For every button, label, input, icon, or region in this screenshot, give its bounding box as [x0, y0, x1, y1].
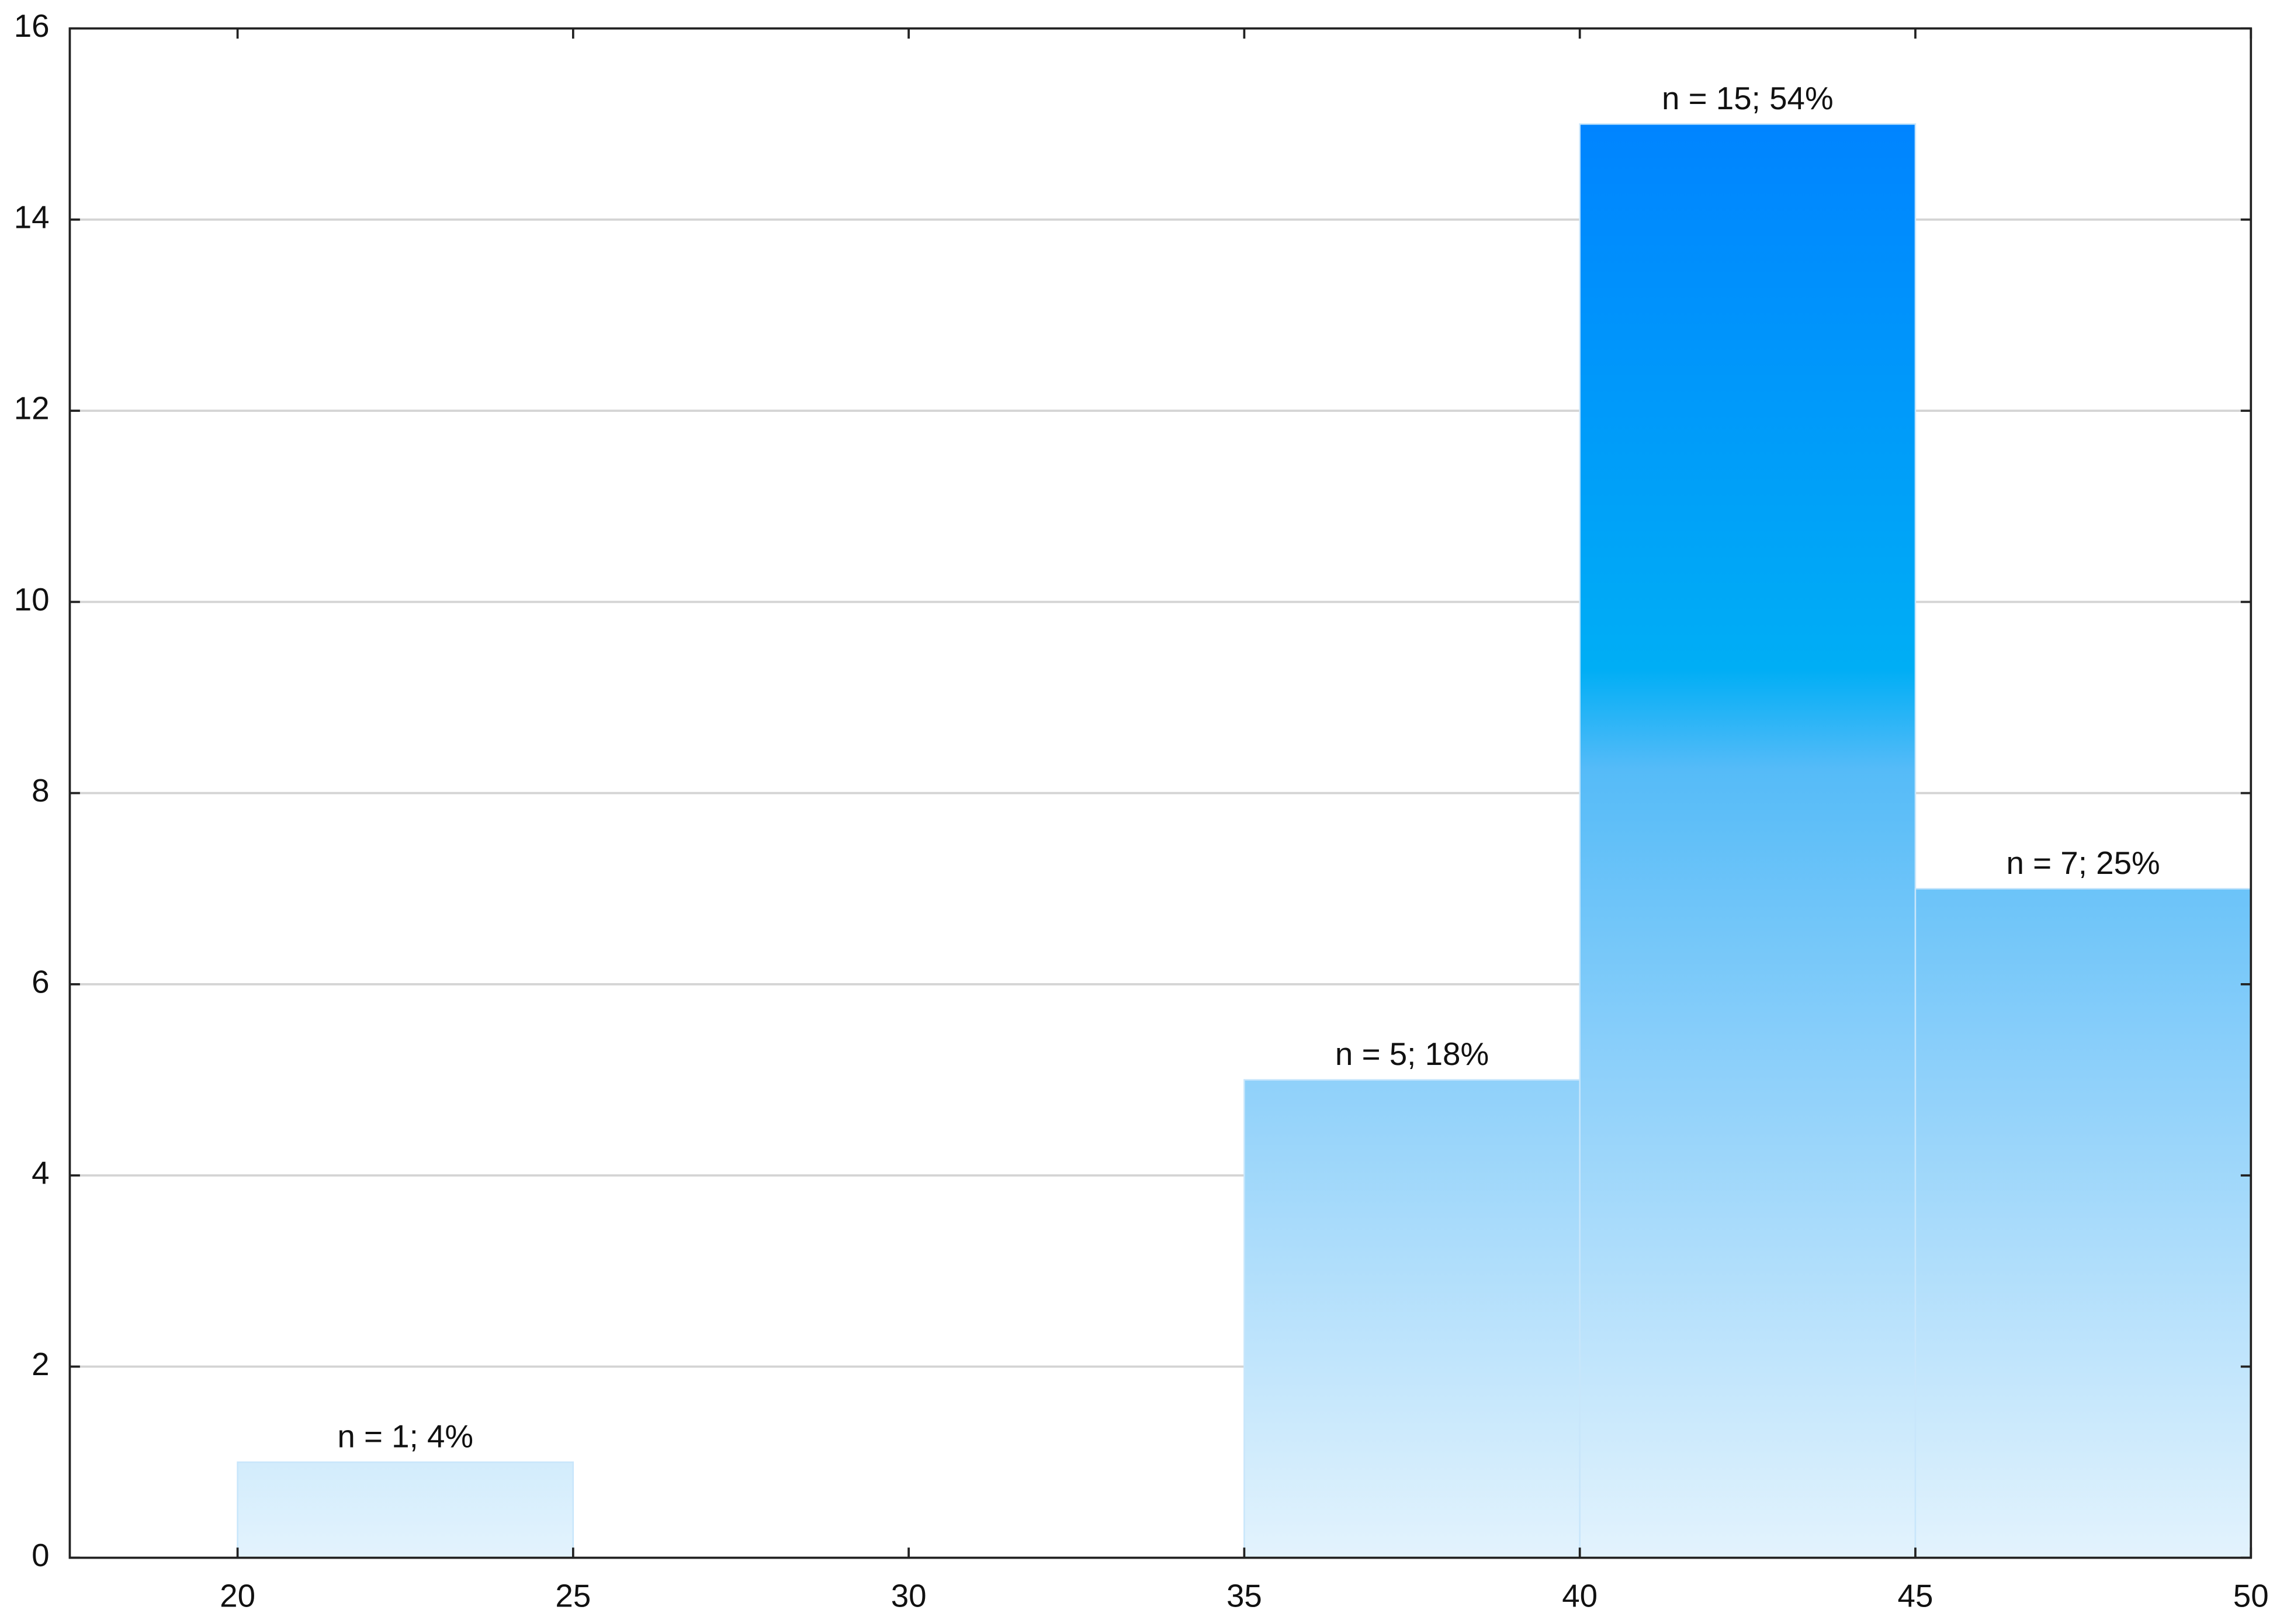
- x-tick-label: 30: [891, 1578, 927, 1614]
- bar: [1243, 1079, 1581, 1559]
- y-tick-label: 0: [32, 1537, 49, 1573]
- bar: [1579, 123, 1917, 1559]
- y-tick-label: 14: [14, 199, 50, 235]
- y-tick-label: 16: [14, 8, 50, 44]
- x-tick-label: 45: [1898, 1578, 1934, 1614]
- x-tick-label: 20: [220, 1578, 255, 1614]
- y-tick-label: 6: [32, 963, 49, 1000]
- x-tick-label: 50: [2233, 1578, 2269, 1614]
- x-tick-label: 40: [1562, 1578, 1598, 1614]
- y-tick-label: 2: [32, 1346, 49, 1382]
- value-label: n = 1; 4%: [337, 1418, 473, 1455]
- bars: [237, 123, 2252, 1559]
- y-tick-label: 8: [32, 772, 49, 808]
- bar: [1914, 888, 2252, 1559]
- y-tick-label: 4: [32, 1155, 49, 1191]
- x-tick-label: 35: [1226, 1578, 1262, 1614]
- value-label: n = 5; 18%: [1335, 1036, 1489, 1072]
- value-label: n = 7; 25%: [2006, 845, 2160, 881]
- y-tick-label: 12: [14, 390, 50, 426]
- labels: 0 2 4 6 8 10 12 14 16 20 25 30 35 40 45 50 n = 1; 4% n = …: [14, 8, 2269, 1614]
- bar: [237, 1461, 574, 1559]
- y-tick-label: 10: [14, 581, 50, 617]
- value-label: n = 15; 54%: [1662, 80, 1834, 116]
- x-tick-label: 25: [555, 1578, 591, 1614]
